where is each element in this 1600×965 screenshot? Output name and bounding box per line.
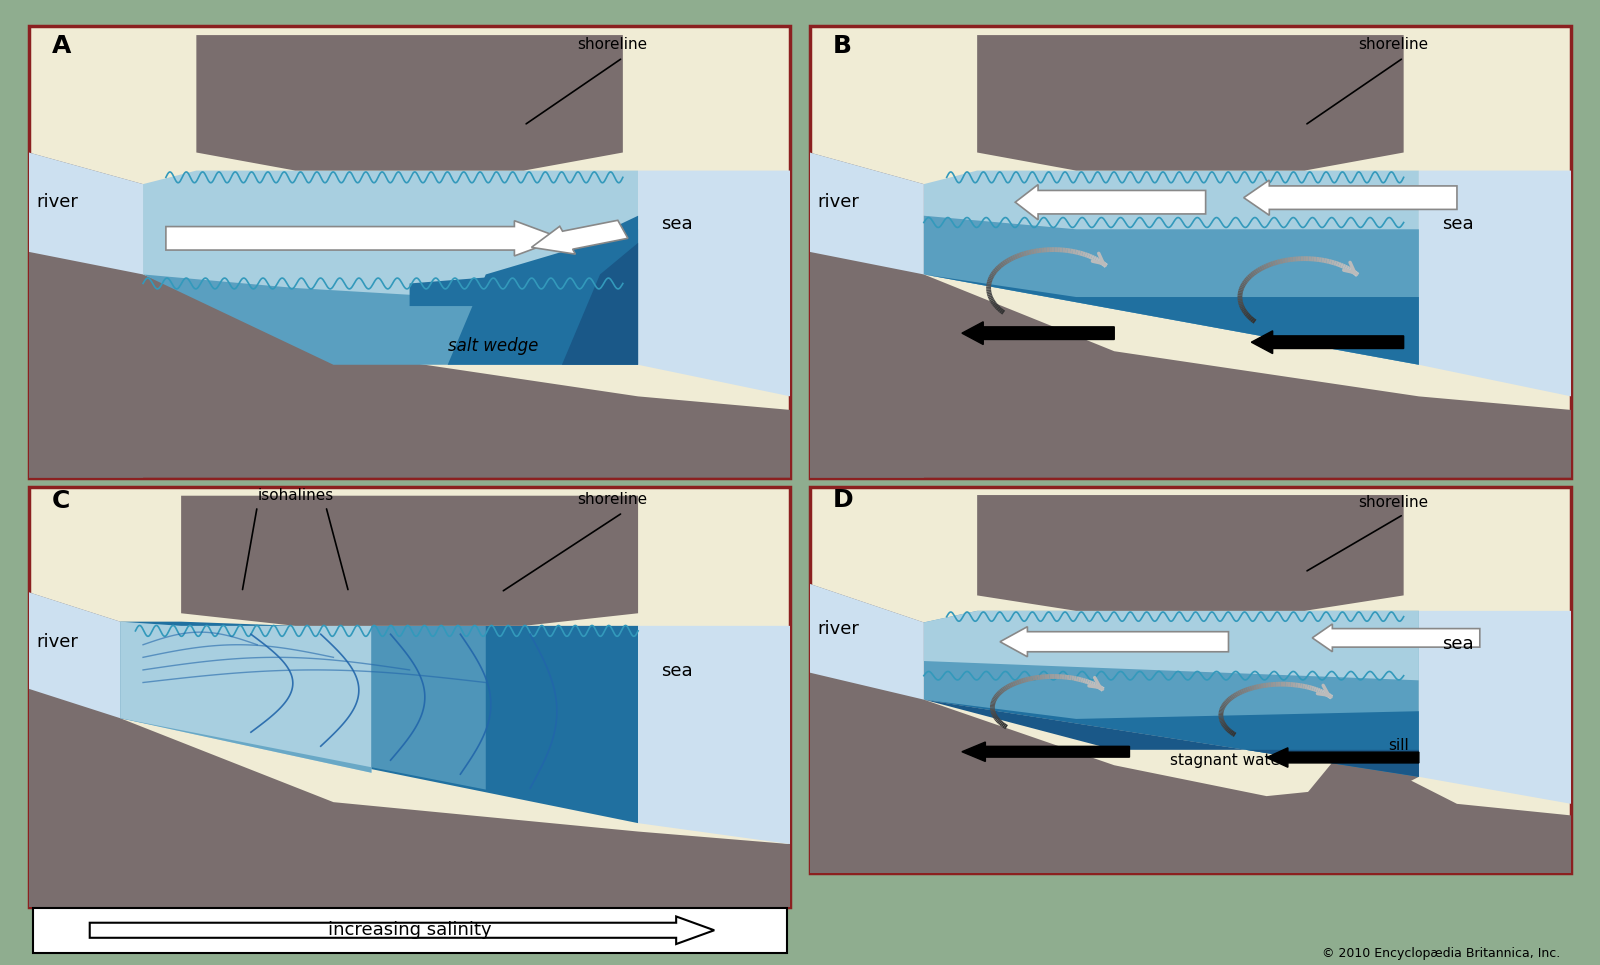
Text: A: A [51,34,70,58]
FancyArrow shape [1312,624,1480,651]
Text: B: B [832,34,851,58]
Text: river: river [818,193,859,210]
Text: sill: sill [1389,738,1410,753]
Polygon shape [410,274,523,306]
Polygon shape [29,689,790,907]
Polygon shape [810,152,923,274]
Polygon shape [562,243,638,365]
Polygon shape [923,700,1419,777]
Text: sea: sea [661,215,693,234]
Polygon shape [923,611,1419,777]
Text: C: C [51,489,70,513]
Polygon shape [29,593,120,718]
FancyArrow shape [90,917,714,944]
Polygon shape [181,496,638,626]
Polygon shape [142,171,638,365]
Text: shoreline: shoreline [578,492,648,508]
Text: river: river [37,633,78,650]
Polygon shape [923,274,1419,365]
Polygon shape [810,584,923,700]
Polygon shape [810,252,1571,478]
Polygon shape [923,171,1419,365]
Polygon shape [810,673,1571,873]
Text: river: river [37,193,78,210]
FancyArrow shape [166,221,562,256]
Text: shoreline: shoreline [578,37,648,52]
Polygon shape [810,152,923,478]
Polygon shape [29,152,142,274]
Polygon shape [1419,611,1571,804]
Text: sea: sea [661,662,693,680]
Text: stagnant water: stagnant water [1170,754,1286,768]
Polygon shape [923,611,1419,680]
Text: sea: sea [1442,215,1474,234]
Polygon shape [120,621,638,823]
Polygon shape [638,171,790,397]
Polygon shape [810,584,923,873]
Polygon shape [448,216,638,365]
Polygon shape [1304,750,1419,796]
FancyArrow shape [962,742,1130,761]
Polygon shape [120,621,371,773]
Polygon shape [29,152,142,478]
Text: shoreline: shoreline [1358,495,1429,510]
Polygon shape [923,216,1419,365]
Polygon shape [978,35,1403,171]
FancyArrow shape [1000,626,1229,657]
Text: salt wedge: salt wedge [448,337,538,355]
Polygon shape [923,700,1419,777]
Polygon shape [29,252,790,478]
Text: shoreline: shoreline [1358,37,1429,52]
Polygon shape [120,626,486,789]
Polygon shape [197,35,622,171]
FancyArrow shape [1016,184,1206,220]
Polygon shape [142,230,638,365]
Polygon shape [1419,171,1571,397]
Text: sea: sea [1442,635,1474,653]
Text: © 2010 Encyclopædia Britannica, Inc.: © 2010 Encyclopædia Britannica, Inc. [1322,948,1560,960]
Text: isohalines: isohalines [258,488,333,503]
FancyArrow shape [1243,180,1458,215]
Text: D: D [832,487,853,511]
FancyArrow shape [962,321,1114,345]
FancyArrow shape [531,220,627,254]
FancyArrow shape [1251,331,1403,353]
Polygon shape [638,626,790,844]
Polygon shape [978,495,1403,611]
Text: increasing salinity: increasing salinity [328,922,491,939]
FancyArrow shape [1267,748,1419,767]
Polygon shape [29,593,120,907]
Text: river: river [818,620,859,638]
